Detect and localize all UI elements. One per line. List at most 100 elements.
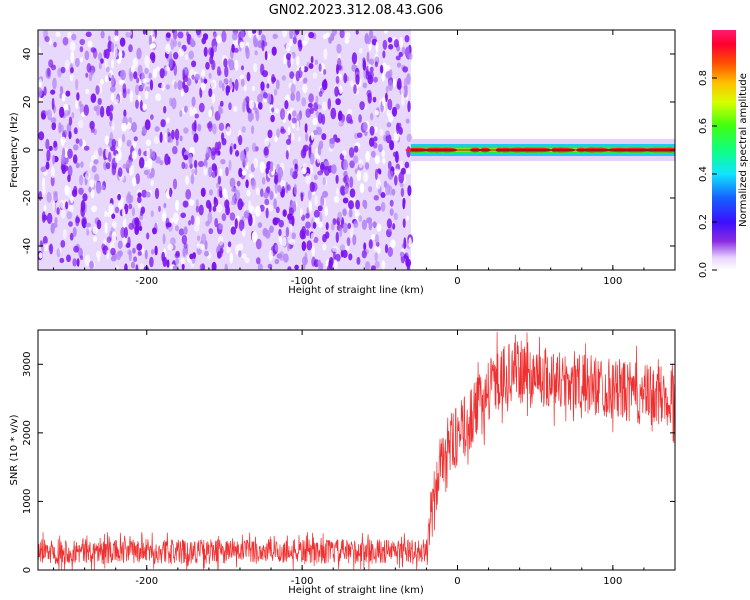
- noise-blob: [346, 113, 353, 124]
- noise-blob: [59, 199, 65, 209]
- noise-blob: [137, 196, 142, 203]
- noise-blob: [104, 75, 109, 83]
- noise-blob: [78, 119, 84, 129]
- noise-blob: [121, 50, 125, 58]
- noise-blob: [208, 166, 213, 178]
- noise-blob: [125, 31, 131, 38]
- noise-blob: [109, 132, 114, 142]
- noise-blob: [148, 34, 152, 46]
- noise-blob: [68, 130, 72, 140]
- noise-blob: [329, 137, 335, 149]
- noise-blob: [42, 187, 46, 195]
- noise-blob: [245, 96, 250, 104]
- noise-blob: [374, 126, 378, 134]
- noise-blob: [260, 81, 265, 91]
- noise-blob: [85, 88, 90, 95]
- noise-blob: [182, 200, 189, 208]
- noise-blob: [274, 244, 279, 252]
- noise-blob: [41, 177, 46, 190]
- noise-blob: [220, 100, 224, 107]
- noise-blob: [302, 145, 307, 157]
- noise-blob: [318, 63, 322, 72]
- noise-blob: [285, 42, 291, 53]
- noise-blob: [60, 209, 66, 219]
- noise-blob: [75, 78, 79, 91]
- noise-blob: [130, 164, 135, 176]
- noise-blob: [276, 163, 281, 173]
- noise-blob: [191, 74, 195, 80]
- noise-blob: [301, 241, 307, 252]
- noise-blob: [136, 243, 143, 251]
- noise-blob: [285, 138, 292, 145]
- noise-blob: [163, 202, 167, 209]
- noise-blob: [183, 127, 189, 134]
- noise-blob: [381, 73, 385, 82]
- noise-blob: [175, 250, 180, 257]
- noise-blob: [146, 148, 150, 159]
- noise-blob: [386, 108, 391, 117]
- noise-blob: [353, 145, 359, 153]
- noise-blob: [311, 245, 316, 257]
- noise-blob: [190, 215, 195, 225]
- noise-blob: [289, 71, 295, 79]
- noise-blob: [72, 227, 77, 237]
- noise-blob: [391, 106, 398, 117]
- noise-blob: [164, 153, 170, 166]
- noise-blob: [131, 121, 138, 133]
- noise-blob: [89, 179, 95, 188]
- noise-blob: [210, 79, 217, 89]
- noise-blob: [387, 98, 393, 111]
- noise-blob: [202, 33, 209, 41]
- noise-blob: [195, 199, 199, 208]
- noise-blob: [239, 74, 245, 80]
- noise-blob: [362, 82, 368, 89]
- noise-blob: [382, 157, 386, 165]
- noise-blob: [288, 217, 295, 225]
- noise-blob: [50, 222, 55, 234]
- noise-blob: [180, 90, 184, 97]
- noise-blob: [339, 226, 343, 238]
- noise-blob: [133, 71, 138, 80]
- noise-blob: [366, 89, 372, 98]
- noise-blob: [38, 252, 43, 259]
- noise-blob: [123, 109, 127, 118]
- noise-blob: [261, 39, 265, 52]
- noise-blob: [365, 261, 371, 270]
- noise-blob: [275, 206, 280, 214]
- noise-blob: [287, 266, 292, 270]
- noise-blob: [135, 264, 139, 270]
- noise-blob: [352, 234, 357, 246]
- noise-blob: [132, 247, 136, 254]
- noise-blob: [98, 62, 102, 70]
- noise-blob: [228, 159, 232, 171]
- noise-blob: [206, 146, 210, 158]
- noise-blob: [180, 257, 186, 265]
- y-tick-label: 3000: [22, 352, 33, 377]
- noise-blob: [254, 50, 258, 56]
- noise-blob: [175, 258, 179, 265]
- noise-blob: [232, 32, 238, 41]
- noise-blob: [272, 33, 278, 39]
- noise-blob: [393, 39, 399, 48]
- noise-blob: [374, 109, 379, 116]
- noise-blob: [267, 129, 273, 139]
- noise-blob: [117, 193, 121, 201]
- noise-blob: [40, 166, 47, 173]
- noise-blob: [90, 93, 97, 103]
- noise-blob: [38, 191, 42, 201]
- noise-blob: [289, 167, 294, 177]
- noise-blob: [159, 68, 165, 79]
- noise-blob: [128, 203, 133, 210]
- noise-blob: [137, 95, 141, 103]
- noise-blob: [215, 147, 221, 156]
- noise-blob: [400, 86, 405, 97]
- noise-blob: [285, 226, 290, 238]
- noise-blob: [241, 65, 244, 71]
- noise-blob: [193, 133, 199, 143]
- noise-blob: [149, 79, 154, 91]
- noise-blob: [316, 154, 321, 164]
- noise-blob: [255, 109, 260, 122]
- noise-blob: [238, 250, 242, 258]
- noise-blob: [135, 99, 139, 109]
